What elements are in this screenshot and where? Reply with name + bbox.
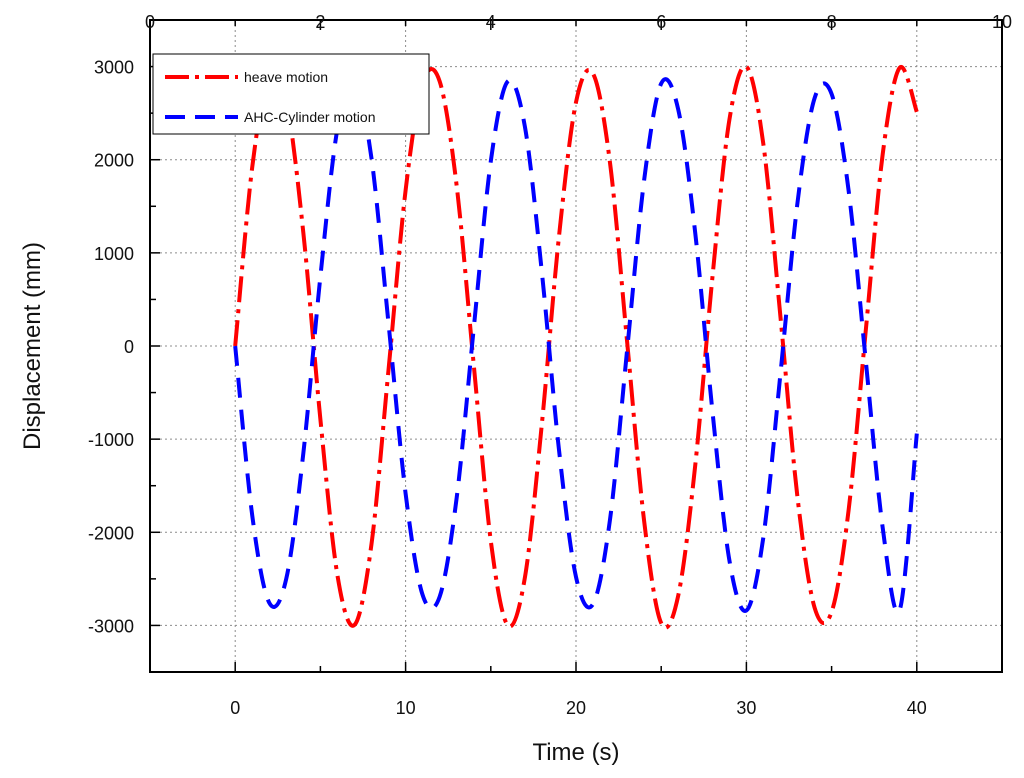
y-tick-label: 1000 [94,244,134,264]
x-tick-label: 40 [907,698,927,718]
axis-ticks: 0 10 20 30 40 -3000 -2000 -1000 0 1000 2000 3000 0 2 4… [88,12,1012,718]
top-x-tick-label: 6 [656,12,666,32]
top-x-tick-label: 10 [992,12,1012,32]
series-line-0 [233,64,919,630]
y-tick-label: 3000 [94,58,134,78]
x-tick-label: 10 [396,698,416,718]
y-tick-label: -1000 [88,430,134,450]
x-tick-label: 30 [736,698,756,718]
y-tick-label: 0 [124,337,134,357]
x-tick-label: 20 [566,698,586,718]
top-x-tick-label: 8 [827,12,837,32]
x-tick-label: 0 [230,698,240,718]
y-axis-title: Displacement (mm) [19,242,46,450]
grid [150,20,1002,672]
y-tick-label: -2000 [88,523,134,543]
legend-box [152,53,430,135]
y-tick-label: 2000 [94,151,134,171]
legend-label-cylinder: AHC-Cylinder motion [244,109,375,125]
top-x-tick-label: 2 [315,12,325,32]
legend: heave motion AHC-Cylinder motion [152,53,430,135]
top-x-tick-label: 0 [145,12,155,32]
x-axis-title: Time (s) [532,739,619,766]
legend-label-heave: heave motion [244,69,328,85]
series-lines [233,64,919,630]
series-line-1 [233,77,919,615]
top-x-tick-label: 4 [486,12,496,32]
y-tick-label: -3000 [88,616,134,636]
